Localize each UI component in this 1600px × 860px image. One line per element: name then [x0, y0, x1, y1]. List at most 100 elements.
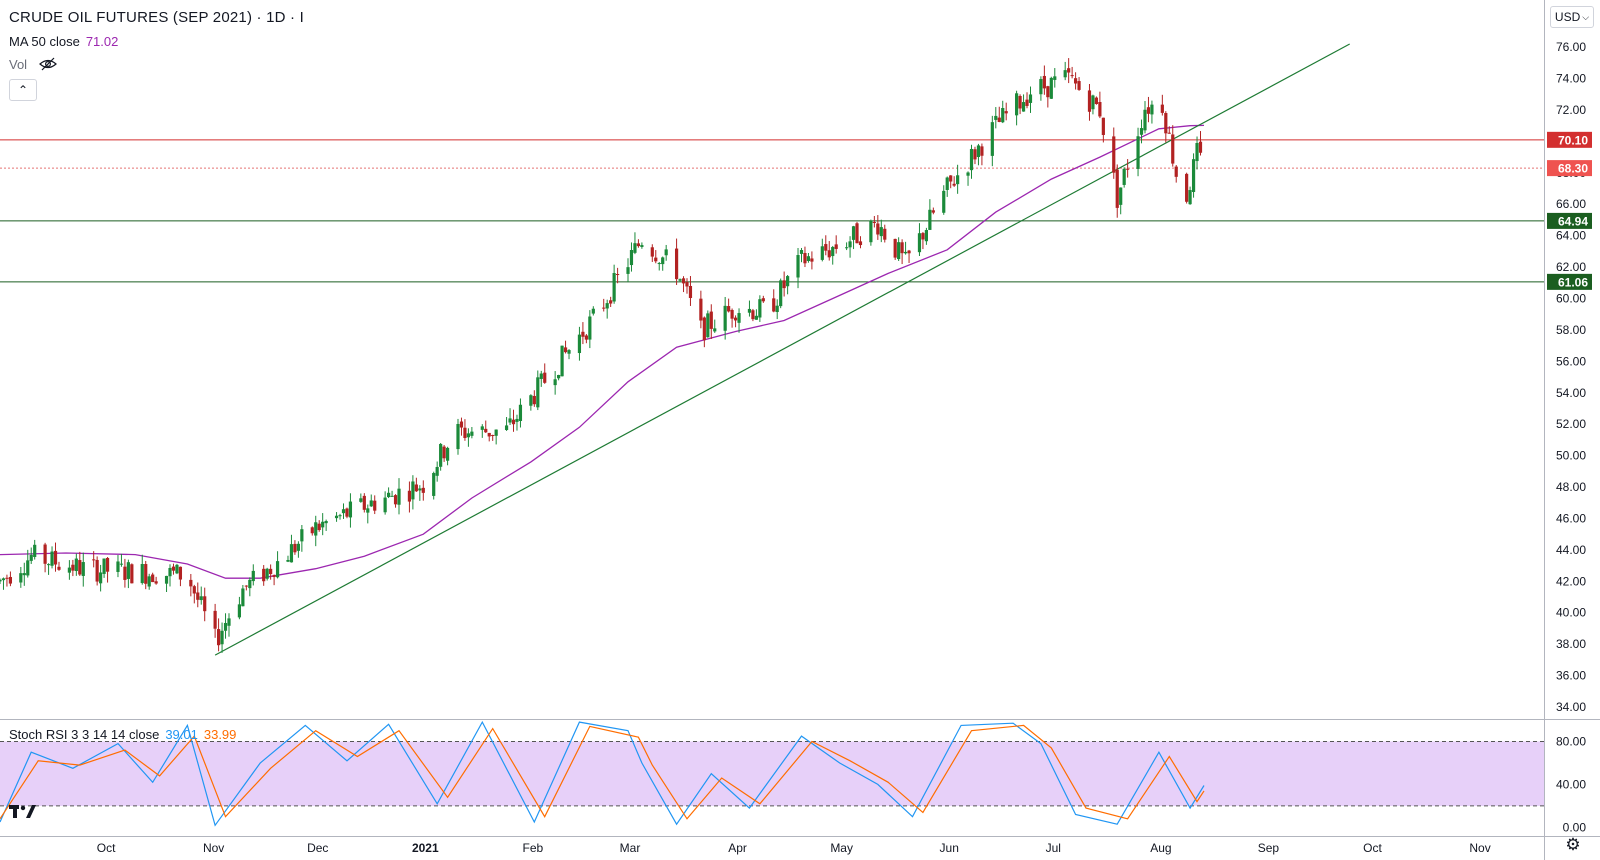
candle-body-142 — [685, 282, 689, 287]
candle-body-187 — [903, 251, 908, 254]
candle-body-182 — [879, 227, 883, 237]
candle-body-168 — [810, 258, 814, 262]
candle-body-134 — [650, 247, 654, 257]
candle-body-209 — [1015, 93, 1019, 116]
candle-body-4 — [19, 573, 23, 583]
time-tick-3: 2021 — [412, 841, 439, 855]
candle-body-177 — [855, 223, 859, 244]
candle-body-245 — [1188, 190, 1192, 205]
price-tick-16: 46.00 — [1556, 511, 1586, 525]
candle-body-107 — [515, 418, 519, 422]
candle-body-120 — [581, 331, 585, 337]
candle-body-150 — [727, 306, 731, 312]
trendline — [214, 43, 1350, 656]
candle-body-152 — [733, 317, 738, 321]
candle-body-146 — [706, 313, 710, 338]
candle-body-15 — [71, 564, 75, 571]
candle-body-137 — [661, 257, 665, 265]
candle-body-149 — [723, 305, 727, 331]
volume-legend[interactable]: Vol — [9, 57, 57, 74]
candle-body-71 — [341, 509, 346, 514]
ma-value: 71.02 — [85, 34, 119, 49]
ma-legend[interactable]: MA 50 close 71.02 — [9, 34, 118, 49]
stoch-rsi-legend[interactable]: Stoch RSI 3 3 14 14 close 39.01 33.99 — [9, 727, 236, 742]
currency-selector[interactable]: USD ⌵ — [1550, 6, 1594, 28]
candle-body-73 — [348, 501, 353, 518]
candle-body-43 — [203, 596, 207, 612]
candle-body-208 — [1004, 111, 1008, 114]
candle-body-98 — [470, 431, 474, 436]
candle-body-36 — [171, 566, 176, 571]
candle-body-7 — [29, 554, 33, 561]
candle-body-95 — [459, 421, 464, 428]
price-tick-19: 40.00 — [1556, 606, 1586, 620]
candle-body-186 — [900, 242, 904, 254]
stoch-k-line — [0, 720, 1205, 827]
candle-body-26 — [123, 566, 127, 580]
candle-body-204 — [990, 122, 994, 156]
stoch-k-value: 39.01 — [165, 727, 198, 742]
tradingview-logo-icon[interactable] — [8, 800, 38, 822]
hline-label-bg-0 — [1547, 131, 1592, 148]
candle-body-228 — [1101, 117, 1105, 135]
candle-body-34 — [164, 575, 169, 584]
candle-body-191 — [924, 230, 928, 242]
candle-body-246 — [1191, 159, 1196, 193]
candle-body-173 — [834, 244, 838, 249]
candle-body-104 — [504, 425, 509, 431]
candle-body-143 — [688, 285, 693, 299]
stoch-tick-2: 0.00 — [1563, 820, 1587, 834]
candle-body-111 — [536, 377, 540, 408]
gear-icon[interactable]: ⚙ — [1565, 835, 1581, 854]
candle-body-89 — [432, 473, 436, 496]
candle-body-156 — [754, 315, 758, 320]
candle-body-185 — [897, 242, 901, 260]
candle-body-145 — [702, 317, 706, 341]
candle-body-197 — [952, 183, 956, 186]
candle-body-54 — [262, 568, 266, 582]
candle-body-92 — [442, 446, 446, 459]
stoch-d-value: 33.99 — [203, 727, 237, 742]
candle-body-141 — [681, 278, 686, 284]
candle-body-31 — [147, 576, 151, 587]
candle-body-132 — [636, 243, 641, 247]
candle-body-128 — [616, 274, 620, 276]
candle-body-84 — [407, 490, 412, 502]
candle-body-184 — [893, 238, 897, 258]
candle-body-125 — [605, 303, 609, 309]
candle-body-56 — [269, 568, 273, 575]
candle-body-80 — [387, 492, 391, 498]
candle-body-190 — [921, 233, 925, 240]
candle-body-169 — [820, 246, 824, 260]
candle-body-50 — [241, 588, 245, 607]
candle-body-225 — [1091, 95, 1095, 110]
collapse-legend-button[interactable]: ⌃ — [9, 79, 37, 101]
candle-body-226 — [1094, 97, 1099, 105]
candle-body-212 — [1025, 99, 1029, 106]
candle-body-155 — [751, 310, 755, 320]
candle-body-25 — [119, 563, 124, 565]
candle-body-199 — [966, 172, 970, 176]
candle-body-29 — [140, 563, 144, 584]
candle-body-83 — [397, 488, 401, 505]
candle-body-42 — [199, 596, 203, 601]
stoch-tick-0: 80.00 — [1556, 734, 1586, 748]
candle-body-238 — [1150, 104, 1154, 115]
candle-body-161 — [779, 280, 783, 307]
eye-hidden-icon[interactable] — [38, 57, 57, 74]
candle-body-55 — [265, 568, 269, 579]
candle-body-72 — [345, 508, 349, 517]
candle-body-171 — [827, 250, 831, 258]
price-tick-18: 42.00 — [1556, 574, 1586, 588]
candle-body-86 — [414, 484, 418, 492]
candle-body-136 — [657, 263, 661, 265]
candle-body-105 — [508, 418, 512, 423]
candle-body-227 — [1098, 102, 1102, 117]
symbol-title[interactable]: CRUDE OIL FUTURES (SEP 2021) · 1D · I — [9, 9, 304, 26]
candle-body-140 — [678, 279, 682, 281]
price-tick-7: 64.00 — [1556, 229, 1586, 243]
candle-body-234 — [1136, 136, 1140, 169]
stoch-band — [0, 741, 1544, 806]
candle-body-166 — [803, 252, 807, 264]
